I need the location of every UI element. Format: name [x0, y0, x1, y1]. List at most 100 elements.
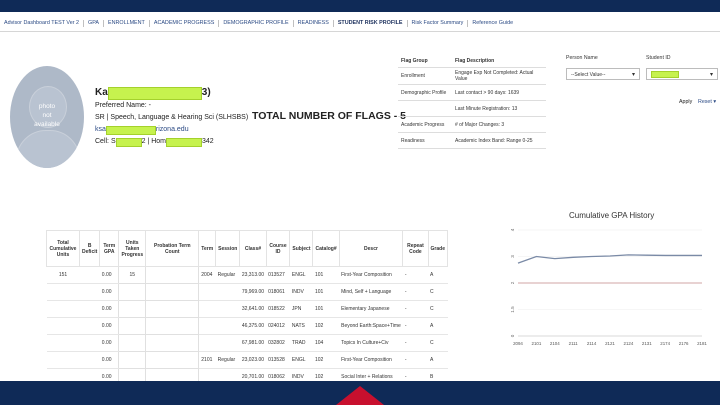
x-tick-label: 2094 [513, 341, 523, 346]
table-row: 0.00 32,641.00 018522 JPN 101 Elementary Japa… [46, 300, 448, 318]
tab-advisor-dashboard[interactable]: Advisor Dashboard TEST Ver 2 [0, 19, 85, 27]
flag-description-cell: Engage Exp Not Completed: Actual Value [452, 67, 546, 85]
deficit-cell [79, 283, 100, 301]
x-tick-label: 2101 [532, 341, 542, 346]
subject-cell: JPN [289, 300, 313, 318]
flag-description-cell: # of Major Changes: 3 [452, 116, 546, 133]
flag-description-cell: Last contact > 90 days: 1639 [452, 84, 546, 101]
student-phones: Cell: S 2 | Hom 342 [95, 136, 248, 148]
flag-group-cell: Enrollment [398, 67, 452, 85]
redaction-box [105, 125, 156, 135]
y-tick-label: 3 [510, 255, 515, 258]
units-cell: 151 [46, 266, 80, 284]
reset-button[interactable]: Reset ▾ [698, 99, 716, 105]
column-header: Probation Term Count [145, 230, 200, 267]
class-number-cell: 67,981.00 [239, 334, 267, 352]
column-header: Flag Description [452, 54, 546, 68]
tab-academic-progress[interactable]: ACADEMIC PROGRESS [150, 19, 220, 27]
apply-button[interactable]: Apply [679, 99, 693, 105]
y-tick-label: 0 [510, 334, 515, 337]
flag-table: Flag Group Flag Description Enrollment E… [398, 54, 546, 149]
y-tick-label: 1.5 [510, 306, 515, 313]
column-header: Catalog# [312, 230, 340, 267]
tab-readiness[interactable]: READINESS [294, 19, 334, 27]
tab-student-risk-profile[interactable]: STUDENT RISK PROFILE [334, 19, 408, 27]
grade-cell: A [428, 317, 448, 335]
course-id-cell: 018061 [266, 283, 290, 301]
descr-cell: First-Year Composition [339, 266, 403, 284]
units-progress-cell [118, 283, 147, 301]
table-row: 0.00 46,375.00 024012 NATS 102 Beyond Earth:S… [46, 317, 448, 335]
table-row: Demographic Profile Last contact > 90 da… [398, 84, 546, 101]
term-cell [198, 283, 216, 301]
column-header: Total Cumulative Units [46, 230, 80, 267]
course-id-cell: 032802 [266, 334, 290, 352]
x-tick-label: 2181 [697, 341, 707, 346]
class-number-cell: 32,641.00 [239, 300, 267, 318]
filter-panel: Person Name --Select Value-- ▾ Student I… [566, 55, 718, 115]
subject-cell: ENGL [289, 351, 313, 369]
units-cell [46, 334, 80, 352]
person-name-select[interactable]: --Select Value-- ▾ [566, 68, 640, 80]
term-gpa-cell: 0.00 [99, 334, 119, 352]
email-prefix: ksa [95, 126, 106, 133]
tab-risk-factor-summary[interactable]: Risk Factor Summary [408, 19, 469, 27]
redaction-box [166, 137, 203, 147]
session-cell [215, 300, 240, 318]
class-number-cell: 79,969.00 [239, 283, 267, 301]
student-program: SR | Speech, Language & Hearing Sci (SLH… [95, 114, 249, 121]
person-name-value: --Select Value-- [571, 72, 606, 78]
deficit-cell [79, 351, 100, 369]
tab-gpa[interactable]: GPA [84, 19, 104, 27]
photo-unavailable-text: photo not available [34, 103, 60, 128]
grade-cell: A [428, 266, 448, 284]
grade-cell: C [428, 334, 448, 352]
flag-group-cell: Demographic Profile [398, 84, 452, 101]
probation-cell [145, 317, 200, 335]
session-cell [215, 283, 240, 301]
term-gpa-cell: 0.00 [99, 351, 119, 369]
table-row: Enrollment Engage Exp Not Completed: Act… [398, 67, 546, 85]
deficit-cell [79, 317, 100, 335]
units-cell [46, 317, 80, 335]
class-number-cell: 23,023.00 [239, 351, 267, 369]
flag-table-header: Flag Group Flag Description [398, 54, 546, 68]
units-cell [46, 300, 80, 318]
x-tick-label: 2131 [642, 341, 652, 346]
y-tick-label: 4 [510, 228, 515, 231]
cell-label: Cell: S [95, 138, 116, 145]
dashboard-tab-bar: Advisor Dashboard TEST Ver 2 GPA ENROLLM… [0, 15, 720, 32]
descr-cell: Elementary Japanese [339, 300, 403, 318]
subject-cell: TRAD [289, 334, 313, 352]
deficit-cell [79, 300, 100, 318]
x-tick-label: 2176 [679, 341, 689, 346]
tab-demographic-profile[interactable]: DEMOGRAPHIC PROFILE [219, 19, 294, 27]
tab-enrollment[interactable]: ENROLLMENT [104, 19, 150, 27]
table-row: Last Minute Registration: 13 [398, 100, 546, 117]
subject-cell: ENGL [289, 266, 313, 284]
student-id-select[interactable]: ▾ [646, 68, 718, 80]
column-header: Flag Group [398, 54, 452, 68]
tab-reference-guide[interactable]: Reference Guide [472, 19, 514, 26]
units-progress-cell [118, 300, 147, 318]
chevron-down-icon: ▾ [713, 99, 716, 105]
deficit-cell [79, 266, 100, 284]
column-header: Class# [239, 230, 267, 267]
avatar-head-shape [29, 86, 67, 128]
probation-cell [145, 334, 200, 352]
flag-group-cell [398, 100, 452, 117]
column-header: Session [215, 230, 241, 267]
units-progress-cell [118, 351, 147, 369]
student-email[interactable]: ksa rizona.edu [95, 124, 248, 136]
column-header: Term [198, 230, 217, 267]
y-tick-label: 2 [510, 281, 515, 284]
term-gpa-cell: 0.00 [99, 300, 119, 318]
units-cell [46, 283, 80, 301]
course-table-body: 151 0.00 15 2004 Regular 23,313.00 013527 ENGL 1… [46, 266, 448, 386]
table-row: Academic Progress # of Major Changes: 3 [398, 116, 546, 133]
student-info: Ka 3) Preferred Name: - SR | Speech, Lan… [95, 86, 248, 148]
table-row: 0.00 2101 Regular 23,023.00 013528 ENGL 102 Fir… [46, 351, 448, 369]
course-history-table: Total Cumulative Units B Deficit Term GP… [46, 230, 449, 386]
units-progress-cell: 15 [118, 266, 147, 284]
x-tick-label: 2111 [569, 341, 579, 346]
